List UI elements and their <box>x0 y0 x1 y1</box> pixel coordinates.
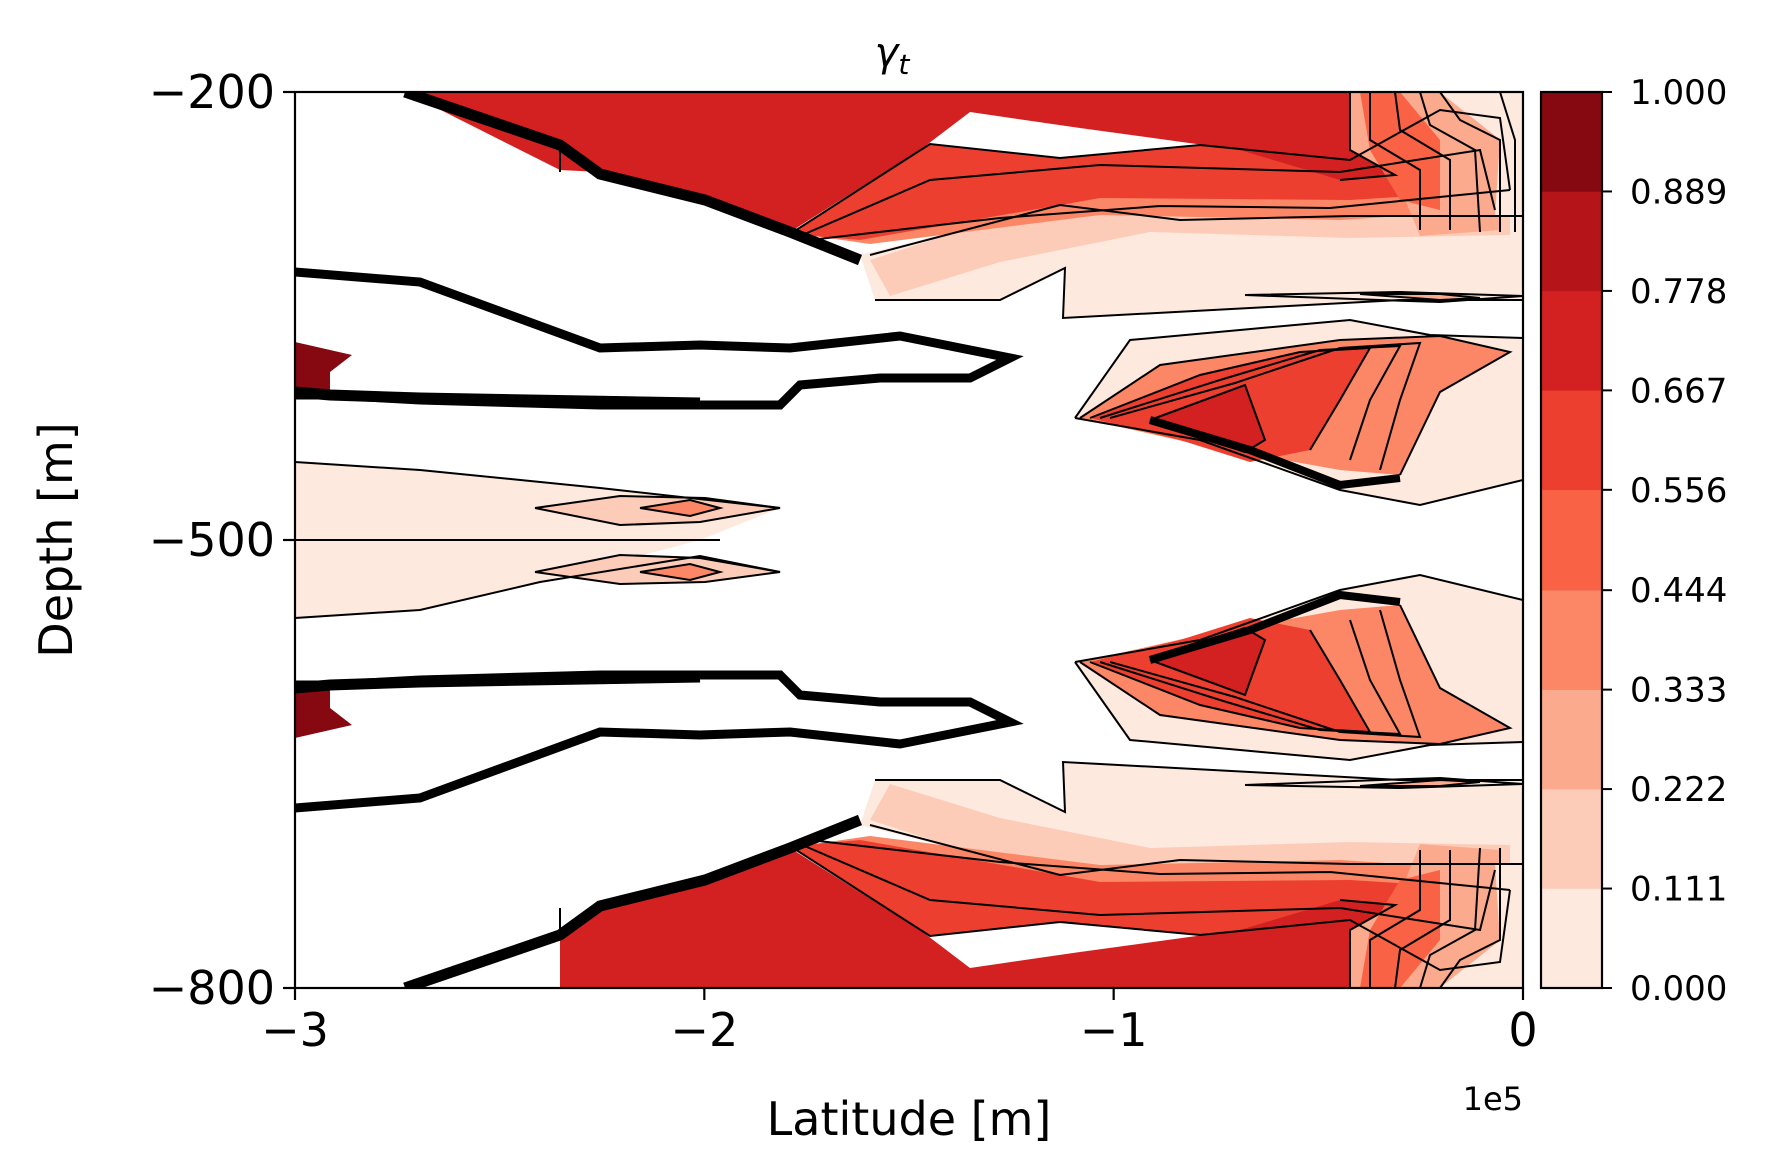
contour-line-top-rings-3 <box>1394 92 1451 230</box>
x-axis: −3 −2 −1 0 <box>261 988 1538 1057</box>
colorbar-tick-label: 0.667 <box>1630 371 1727 411</box>
contour-line-thick-upper-left <box>295 386 701 409</box>
contour-line-top-4 <box>869 203 1523 256</box>
contour-bottom-level-6 <box>405 848 1395 988</box>
contour-line-bottom-rings-5 <box>1439 848 1501 988</box>
colorbar-segment <box>1540 290 1603 391</box>
contour-left-mid-tongue-upper-core <box>640 500 720 516</box>
colorbar-tick-label: 0.222 <box>1630 770 1727 810</box>
contour-line-top-rings-5 <box>1439 92 1501 232</box>
colorbar-tick-label: 1.000 <box>1630 73 1727 113</box>
contour-line-thick-top <box>403 92 863 266</box>
contour-line-left-tongue-low-core <box>639 562 724 582</box>
x-offset-label: 1e5 <box>1463 1080 1523 1118</box>
x-axis-label: Latitude [m] <box>767 1092 1052 1146</box>
contour-line-thick-midup-bottom <box>1148 416 1401 490</box>
contour-line-thick-lower-loop <box>295 670 1024 813</box>
contour-line-top-rings-1 <box>1339 92 1399 181</box>
colorbar-segment <box>1540 888 1603 989</box>
contour-line-bottom-5 <box>875 760 1523 814</box>
contour-bottom-level-5 <box>790 840 1510 970</box>
contour-line-midup-core <box>1149 383 1267 454</box>
chart-title-main: γ <box>875 30 901 76</box>
y-axis: −200 −500 −800 <box>149 65 295 1015</box>
colorbar: 0.000 0.111 0.222 0.333 0.444 0.556 0.667 0.778… <box>1539 73 1727 1009</box>
contour-line-midup-outer <box>1074 318 1523 419</box>
colorbar-segment <box>1540 788 1603 889</box>
contour-line-top-rings-2 <box>1369 92 1421 230</box>
colorbar-tick-label: 0.889 <box>1630 172 1727 212</box>
contour-line-midup-4 <box>1109 341 1422 471</box>
contour-top-right-edge <box>1440 92 1523 216</box>
contour-left-mid-tongue-lower-core <box>640 564 720 580</box>
x-tick-label: 0 <box>1508 1003 1537 1057</box>
contour-line-left-tongue-up <box>534 494 781 527</box>
contour-line-top-5 <box>875 266 1523 320</box>
x-tick-label: −2 <box>670 1003 738 1057</box>
colorbar-segment <box>1540 191 1603 292</box>
colorbar-tick-label: 0.111 <box>1630 870 1727 910</box>
colorbar-tick-label: 0.333 <box>1630 671 1727 711</box>
y-tick-label: −800 <box>149 961 275 1015</box>
contour-line-left-tongue-up-core <box>639 498 724 518</box>
contour-line-midup-strip-inner <box>1359 293 1481 302</box>
colorbar-segment <box>1540 390 1603 491</box>
chart-title: γt <box>875 30 911 81</box>
colorbar-tick-label: 0.000 <box>1630 969 1727 1009</box>
contour-left-spot-upper <box>295 342 352 395</box>
contour-line-bottom-rings-2 <box>1369 850 1421 988</box>
contour-line-thick-bottom <box>403 814 863 988</box>
contour-line-bottom-3 <box>809 839 1511 891</box>
contour-line-top-2 <box>799 148 1496 237</box>
contour-left-spot-lower <box>295 685 352 738</box>
contour-line-midlow-4 <box>1109 609 1422 739</box>
contour-line-left-mid-bottom <box>295 554 781 619</box>
contour-line-midlow-core <box>1149 626 1267 697</box>
contour-line-top-3 <box>809 189 1511 241</box>
contour-line-left-tongue-low <box>534 553 781 586</box>
contour-line-top-rings-4 <box>1419 92 1481 233</box>
contour-bottom-right-edge <box>1440 864 1523 988</box>
contour-line-bottom-rings-1 <box>1339 899 1399 988</box>
colorbar-segment <box>1540 91 1603 192</box>
colorbar-frame <box>1539 90 1604 990</box>
contour-line-top-rings-6 <box>1480 92 1516 232</box>
contour-line-midlow-outer-top <box>1074 573 1523 663</box>
contour-line-midlow-strip <box>1244 776 1523 790</box>
y-tick-label: −200 <box>149 65 275 119</box>
contour-line-midup-1 <box>1079 334 1513 476</box>
contour-top-level-6 <box>405 92 1395 232</box>
x-tick-label: −3 <box>261 1003 329 1057</box>
y-axis-label: Depth [m] <box>29 422 83 657</box>
contour-line-midlow-1 <box>1079 604 1513 746</box>
colorbar-segment <box>1540 589 1603 690</box>
chart-title-sub: t <box>898 48 910 81</box>
contour-line-bottom-rings-3 <box>1394 850 1451 988</box>
contour-line-bottom-4 <box>869 824 1523 877</box>
contour-line-midup-outer-bottom <box>1074 417 1523 507</box>
contour-line-midlow-outer <box>1074 661 1523 762</box>
contour-line-midup-strip <box>1244 290 1523 304</box>
contour-lines <box>295 92 1523 988</box>
y-tick-label: −500 <box>149 513 275 567</box>
contour-line-top-1 <box>789 108 1511 235</box>
colorbar-tick-label: 0.444 <box>1630 571 1727 611</box>
contour-line-bottom-2 <box>799 843 1496 932</box>
contour-line-midup-3 <box>1099 344 1402 461</box>
colorbar-segment <box>1540 489 1603 591</box>
contour-line-midlow-3 <box>1099 619 1402 736</box>
colorbar-tick-label: 0.778 <box>1630 272 1727 312</box>
contour-top-level-5 <box>790 110 1510 240</box>
contour-line-midlow-strip-inner <box>1359 778 1481 787</box>
contour-midup-level-6 <box>1150 385 1265 452</box>
x-tick-label: −1 <box>1080 1003 1148 1057</box>
colorbar-tick-label: 0.556 <box>1630 471 1727 511</box>
colorbar-segment <box>1540 689 1603 790</box>
contour-line-bottom-rings-4 <box>1419 847 1481 988</box>
contour-midlow-level-6 <box>1150 628 1265 695</box>
contour-line-bottom-1 <box>789 845 1511 972</box>
contour-line-thick-midlow-top <box>1148 590 1401 664</box>
